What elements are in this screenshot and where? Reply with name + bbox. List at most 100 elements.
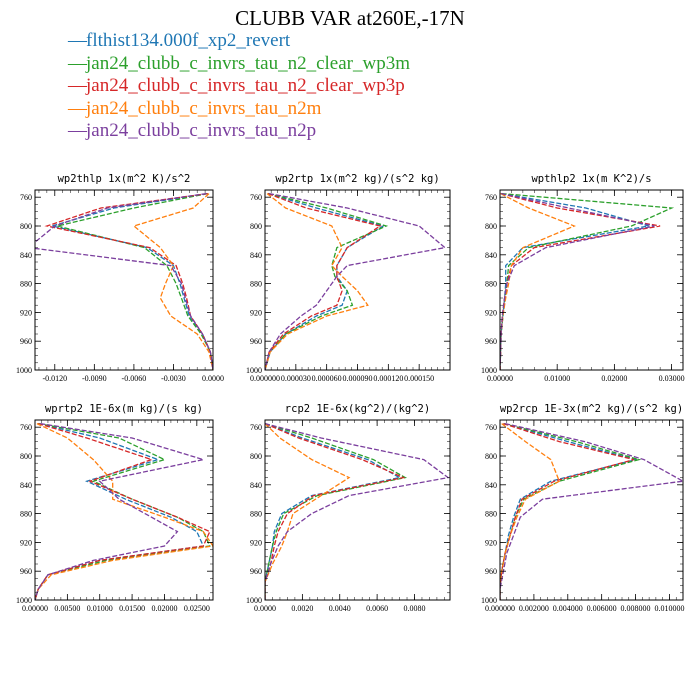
legend-label: jan24_clubb_c_invrs_tau_n2_clear_wp3m [86, 52, 410, 74]
x-tick-label: -0.0030 [161, 374, 186, 383]
x-tick-label: -0.0090 [82, 374, 107, 383]
plot-frame [499, 189, 684, 371]
legend-item: —jan24_clubb_c_invrs_tau_n2m [68, 98, 410, 121]
x-tick-label: 0.000000 [485, 604, 515, 613]
x-tick-label: 0.008000 [621, 604, 651, 613]
panel-title: wp2rtp 1x(m^2 kg)/(s^2 kg) [275, 173, 439, 185]
y-tick-label: 880 [250, 510, 262, 519]
series-line [500, 422, 635, 600]
y-tick-label: 760 [20, 423, 32, 432]
panel-title: rcp2 1E-6x(kg^2)/(kg^2) [285, 403, 430, 415]
x-tick-label: 0.00500 [54, 604, 80, 613]
y-tick-label: 800 [250, 452, 262, 461]
plot-frame [499, 419, 684, 601]
legend-label: jan24_clubb_c_invrs_tau_n2p [86, 120, 317, 141]
series-line [132, 193, 213, 370]
series-line [35, 192, 213, 370]
x-tick-label: 0.00000 [22, 604, 48, 613]
series-line [265, 192, 385, 370]
legend-item: —flthist134.000f_xp2_revert [68, 30, 410, 53]
x-tick-label: 0.0020 [291, 604, 313, 613]
x-tick-label: 0.00000 [487, 374, 513, 383]
y-tick-label: 800 [250, 222, 262, 231]
y-tick-label: 920 [250, 308, 262, 317]
y-tick-label: 880 [485, 280, 497, 289]
y-tick-label: 960 [20, 337, 32, 346]
legend-item: —jan24_clubb_c_invrs_tau_n2_clear_wp3p [68, 75, 410, 98]
y-tick-label: 800 [20, 452, 32, 461]
series-line [500, 192, 655, 370]
x-tick-label: 0.02000 [601, 374, 627, 383]
series-line [265, 422, 450, 600]
series-line [500, 422, 642, 600]
chart-panel: wpthlp2 1x(m K^2)/s 760 800 840 880 920 960 100… [481, 173, 685, 383]
series-line [35, 422, 205, 600]
x-tick-label: 0.000000 [250, 374, 280, 383]
series-line [49, 192, 213, 370]
series-line [500, 192, 661, 370]
series-line [35, 422, 211, 600]
x-tick-label: 0.006000 [587, 604, 617, 613]
chart-panel: wp2thlp 1x(m^2 K)/s^2 760 800 840 880 920 960 1… [16, 173, 224, 383]
series-line [500, 422, 639, 600]
plot-frame [34, 419, 214, 601]
y-tick-label: 760 [485, 423, 497, 432]
panel-title: wp2thlp 1x(m^2 K)/s^2 [58, 173, 191, 185]
chart-panel: wprtp2 1E-6x(m kg)/(s kg) 760 800 840 880 920… [16, 403, 214, 613]
panel-title: wprtp2 1E-6x(m kg)/(s kg) [45, 403, 203, 415]
legend: —flthist134.000f_xp2_revert —jan24_clubb… [68, 30, 410, 143]
y-tick-label: 1000 [16, 366, 32, 375]
y-tick-label: 1000 [481, 596, 497, 605]
x-tick-label: 0.0000 [202, 374, 224, 383]
x-tick-label: 0.0080 [403, 604, 425, 613]
x-tick-label: 0.010000 [654, 604, 684, 613]
x-tick-label: 0.002000 [519, 604, 549, 613]
y-tick-label: 960 [250, 337, 262, 346]
plot-frame [264, 419, 451, 601]
chart-panel: rcp2 1E-6x(kg^2)/(kg^2) 760 800 840 880 920 96… [246, 403, 451, 613]
x-tick-label: 0.01500 [119, 604, 145, 613]
y-tick-label: 880 [20, 510, 32, 519]
y-tick-label: 880 [250, 280, 262, 289]
chart-panel: wp2rtp 1x(m^2 kg)/(s^2 kg) 760 800 840 880 92… [246, 173, 451, 383]
y-tick-label: 920 [250, 538, 262, 547]
series-line [500, 193, 577, 370]
series-line [265, 192, 382, 370]
chart-panel: wp2rcp 1E-3x(m^2 kg)/(s^2 kg)760 800 840 88… [481, 403, 684, 613]
x-tick-label: 0.03000 [659, 374, 685, 383]
y-tick-label: 920 [485, 538, 497, 547]
series-line [35, 423, 213, 600]
series-line [500, 192, 675, 370]
y-tick-label: 800 [485, 452, 497, 461]
series-line [500, 422, 683, 600]
x-tick-label: 0.000120 [373, 374, 403, 383]
x-tick-label: 0.02500 [184, 604, 210, 613]
x-tick-label: 0.0060 [366, 604, 388, 613]
y-tick-label: 920 [485, 308, 497, 317]
y-tick-label: 1000 [16, 596, 32, 605]
y-tick-label: 760 [485, 193, 497, 202]
legend-label: jan24_clubb_c_invrs_tau_n2m [86, 97, 322, 119]
y-tick-label: 840 [250, 481, 262, 490]
x-tick-label: 0.01000 [87, 604, 113, 613]
y-tick-label: 760 [250, 193, 262, 202]
series-line [265, 193, 369, 370]
y-tick-label: 960 [485, 337, 497, 346]
panel-title: wpthlp2 1x(m K^2)/s [531, 173, 651, 185]
page-title: CLUBB VAR at260E,-17N [235, 6, 465, 30]
y-tick-label: 840 [20, 251, 32, 260]
series-line [500, 423, 561, 600]
x-tick-label: 0.000060 [312, 374, 342, 383]
x-tick-label: 0.01000 [544, 374, 570, 383]
panel-title: wp2rcp 1E-3x(m^2 kg)/(s^2 kg) [500, 403, 683, 415]
x-tick-label: 0.000090 [343, 374, 373, 383]
y-tick-label: 840 [485, 251, 497, 260]
legend-label: jan24_clubb_c_invrs_tau_n2_clear_wp3p [86, 75, 405, 96]
y-tick-label: 920 [20, 308, 32, 317]
x-tick-label: -0.0060 [122, 374, 147, 383]
x-tick-label: 0.0040 [329, 604, 351, 613]
series-line [265, 192, 447, 370]
legend-item: —jan24_clubb_c_invrs_tau_n2p [68, 120, 410, 143]
y-tick-label: 760 [250, 423, 262, 432]
series-line [35, 422, 204, 600]
